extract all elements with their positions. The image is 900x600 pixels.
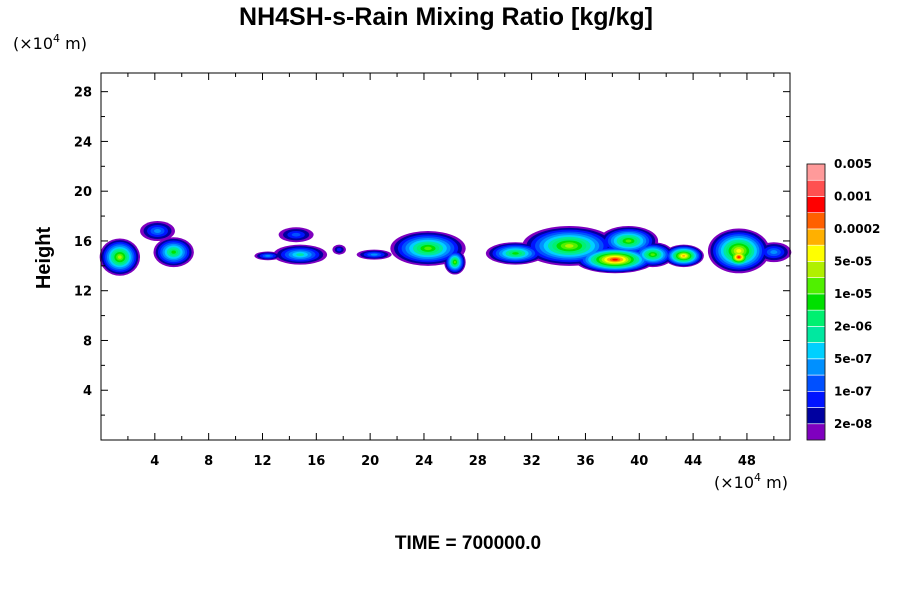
x-tick-label: 16 <box>307 454 325 469</box>
colorbar-label: 1e-07 <box>834 384 872 398</box>
y-axis-ticks: 4 8 12 16 20 24 28 <box>74 86 790 416</box>
x-tick-label: 48 <box>738 454 756 469</box>
colorbar-label: 5e-07 <box>834 352 872 366</box>
contour-cell <box>171 250 176 254</box>
y-axis-unit: (×104 m) <box>13 32 87 53</box>
colorbar-swatch <box>806 390 826 408</box>
x-axis-ticks: 4 8 12 16 20 24 28 32 36 40 44 48 <box>127 73 775 469</box>
colorbar-label: 0.005 <box>834 157 872 171</box>
contour-cell <box>336 247 342 252</box>
x-tick-label: 36 <box>576 454 594 469</box>
time-label: TIME = 700000.0 <box>395 533 541 554</box>
colorbar-swatch <box>806 358 826 376</box>
colorbar-label: 5e-05 <box>834 254 872 268</box>
x-axis-unit: (×104 m) <box>714 471 788 492</box>
contour-cell <box>612 258 618 261</box>
colorbar-label: 2e-06 <box>834 319 872 333</box>
y-tick-label: 16 <box>74 235 92 250</box>
colorbar-swatch <box>806 277 826 295</box>
colorbar-swatch <box>806 293 826 311</box>
contour-cell <box>370 253 378 256</box>
contour-cell <box>453 260 456 264</box>
colorbar-swatch <box>806 244 826 262</box>
contour-cell <box>736 249 742 253</box>
colorbar-swatch <box>806 423 826 441</box>
contour-cell <box>565 244 574 248</box>
x-tick-label: 4 <box>150 454 159 469</box>
colorbar-swatch <box>806 342 826 360</box>
x-tick-label: 24 <box>415 454 433 469</box>
y-tick-label: 28 <box>74 86 92 101</box>
contour-cell <box>424 246 432 251</box>
contour-cell <box>625 239 632 243</box>
chart-title: NH4SH-s-Rain Mixing Ratio [kg/kg] <box>239 3 653 31</box>
contour-cell <box>296 253 305 257</box>
x-tick-label: 28 <box>469 454 487 469</box>
contour-cell <box>291 232 301 237</box>
colorbar-label: 1e-05 <box>834 287 872 301</box>
colorbar-swatch <box>806 326 826 343</box>
contour-cell <box>650 253 655 256</box>
contour-cell <box>682 255 686 257</box>
x-tick-label: 12 <box>253 454 271 469</box>
colorbar-swatch <box>806 228 826 246</box>
contour-cell <box>118 255 122 259</box>
y-axis-label: Height <box>33 227 55 290</box>
x-tick-label: 8 <box>204 454 213 469</box>
x-tick-label: 40 <box>630 454 648 469</box>
colorbar-swatch <box>806 163 826 181</box>
colorbar-frame <box>806 163 826 441</box>
colorbar-label: 0.0002 <box>834 222 880 236</box>
x-tick-label: 44 <box>684 454 702 469</box>
x-tick-label: 32 <box>523 454 541 469</box>
y-tick-label: 12 <box>74 285 92 300</box>
plot-frame <box>100 72 791 441</box>
colorbar-label: 0.001 <box>834 189 872 203</box>
colorbar-swatch <box>806 309 826 327</box>
contour-cell <box>154 229 162 233</box>
colorbar-swatch <box>806 374 826 392</box>
colorbar-swatch <box>806 196 826 214</box>
mixing-ratio-field <box>99 221 792 276</box>
contour-cell <box>512 252 519 255</box>
colorbar: 2e-08 1e-07 5e-07 2e-06 1e-05 5e-05 0.0002 0.00… <box>806 157 880 441</box>
x-tick-label: 20 <box>361 454 379 469</box>
contour-cell <box>770 250 778 255</box>
contour-cell <box>265 255 271 257</box>
contour-cell <box>737 256 740 258</box>
colorbar-swatch <box>806 179 826 197</box>
colorbar-label: 2e-08 <box>834 417 872 431</box>
colorbar-swatch <box>806 261 826 278</box>
y-tick-label: 24 <box>74 135 92 150</box>
colorbar-swatch <box>806 212 826 230</box>
y-tick-label: 4 <box>83 384 92 399</box>
y-tick-label: 20 <box>74 185 92 200</box>
y-tick-label: 8 <box>83 334 92 349</box>
colorbar-swatch <box>806 407 826 425</box>
